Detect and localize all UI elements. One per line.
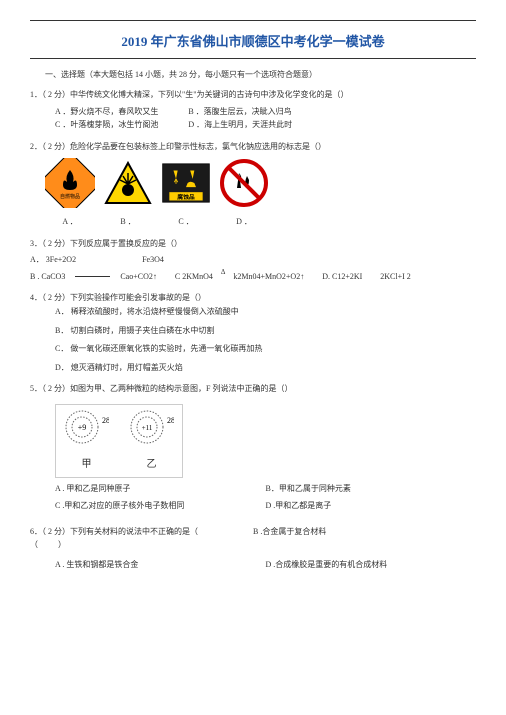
paren: ） [198, 293, 206, 302]
q6-opt-a: A . 生铁和钢都是铁合金 [55, 558, 266, 572]
question-3: 3．（ 2 分）下列反应属于置换反应的是（） A． 3Fe+2O2 Fe3O4 … [30, 237, 476, 284]
q2-label-a: A ． [45, 215, 95, 229]
q3-a2: Fe3O4 [142, 253, 164, 267]
question-1: 1．（ 2 分）中华传统文化博大精深，下列以"生"为关键词的古诗句中涉及化学变化… [30, 88, 476, 132]
atom2-label: 乙 [129, 456, 174, 473]
question-2: 2．（ 2 分）危险化学品要在包装标签上印警示性标志，氯气化钠应选用的标志是（）… [30, 140, 476, 229]
q1-opt-a: A ．野火烧不尽，春风吹又生 [55, 105, 158, 119]
q2-stem: 2．（ 2 分）危险化学品要在包装标签上印警示性标志，氯气化钠应选用的标志是（ [30, 142, 318, 151]
hazard-icon-flammable: 自燃物品 [45, 158, 95, 208]
q4-opt-a: A． 稀释浓硫酸时，将水沿烧杯壁慢慢倒入浓硫酸中 [55, 305, 476, 319]
question-4: 4．（ 2 分）下列实验操作可能会引发事故的是（） A． 稀释浓硫酸时，将水沿烧… [30, 291, 476, 374]
section-subtitle: 一、选择题（本大题包括 14 小题，共 28 分，每小题只有一个选项符合题意） [45, 69, 476, 80]
q4-opt-c: C． 做一氧化碳还原氧化铁的实验时，先通一氧化碳再加热 [55, 342, 476, 356]
svg-text:28: 28 [102, 416, 109, 425]
q4-opt-b: B． 切割白磷时，用镊子夹住白磷在水中切割 [55, 324, 476, 338]
q3-d2: 2KCl+I 2 [380, 270, 411, 284]
q5-opt-d: D .甲和乙都是离子 [266, 499, 477, 513]
atom-diagram-1: +9 28 甲 [64, 409, 109, 473]
page-title: 2019 年广东省佛山市顺德区中考化学一模试卷 [30, 31, 476, 50]
q2-label-c: C ． [161, 215, 211, 229]
svg-text:+9: +9 [78, 423, 87, 432]
hazard-icon-explosive [103, 158, 153, 208]
svg-text:腐蚀品: 腐蚀品 [177, 193, 195, 201]
svg-text:自燃物品: 自燃物品 [60, 193, 80, 200]
svg-text:+11: +11 [142, 424, 153, 432]
q1-stem: 1．（ 2 分）中华传统文化博大精深，下列以"生"为关键词的古诗句中涉及化学变化… [30, 90, 341, 99]
paren: ） [174, 239, 182, 248]
paren: ） [341, 90, 349, 99]
q3-stem: 3．（ 2 分）下列反应属于置换反应的是（ [30, 239, 174, 248]
hazard-icon-no-fire [219, 158, 269, 208]
q6-opt-d: D .合成橡胶是重要的有机合成材料 [266, 558, 477, 572]
svg-text:28: 28 [167, 416, 174, 425]
q5-opt-b: B．甲和乙属于同种元素 [266, 482, 477, 496]
q3-opt-b: B . CaCO3 [30, 270, 65, 284]
question-6: 6．（ 2 分）下列有关材料的说法中不正确的是（ （） B .合金属于复合材料 … [30, 525, 476, 576]
q3-opt-a: A． 3Fe+2O2 [30, 253, 76, 267]
q1-opt-d: D ．海上生明月，天涯共此时 [188, 118, 292, 132]
q3-b2: Cao+CO2↑ [120, 270, 157, 284]
paren: ） [284, 384, 292, 393]
atom1-label: 甲 [64, 456, 109, 473]
q1-opt-c: C ．叶落槐芽陨，冰生竹阁池 [55, 118, 158, 132]
q3-opt-d: D. C12+2KI [322, 270, 362, 284]
atom-diagram-2: +11 28 乙 [129, 409, 174, 473]
hazard-icon-corrosive: 腐蚀品 [161, 158, 211, 208]
q3-c2: k2Mn04+MnO2+O2↑ [233, 270, 304, 284]
q5-opt-a: A . 甲和乙是同种原子 [55, 482, 266, 496]
q5-stem: 5．（ 2 分）如图为甲、乙两种微粒的结构示意图，F 列说法中正确的是（ [30, 384, 284, 393]
q2-label-d: D ． [219, 215, 269, 229]
q4-opt-d: D． 熄灭酒精灯时，用灯帽盖灭火焰 [55, 361, 476, 375]
q3-opt-c: C 2KMnO4 [175, 270, 213, 284]
q1-opt-b: B ．落腹生层云，决眦入归鸟 [188, 105, 291, 119]
q2-label-b: B ． [103, 215, 153, 229]
q3-c-delta: Δ [221, 267, 226, 279]
q6-stem: 6．（ 2 分）下列有关材料的说法中不正确的是（ [30, 527, 198, 536]
q4-stem: 4．（ 2 分）下列实验操作可能会引发事故的是（ [30, 293, 198, 302]
q5-opt-c: C .甲和乙对应的原子核外电子数相同 [55, 499, 266, 513]
q6-opt-b: B .合金属于复合材料 [253, 525, 476, 539]
paren: ） [318, 142, 326, 151]
question-5: 5．（ 2 分）如图为甲、乙两种微粒的结构示意图，F 列说法中正确的是（） +9… [30, 382, 476, 516]
